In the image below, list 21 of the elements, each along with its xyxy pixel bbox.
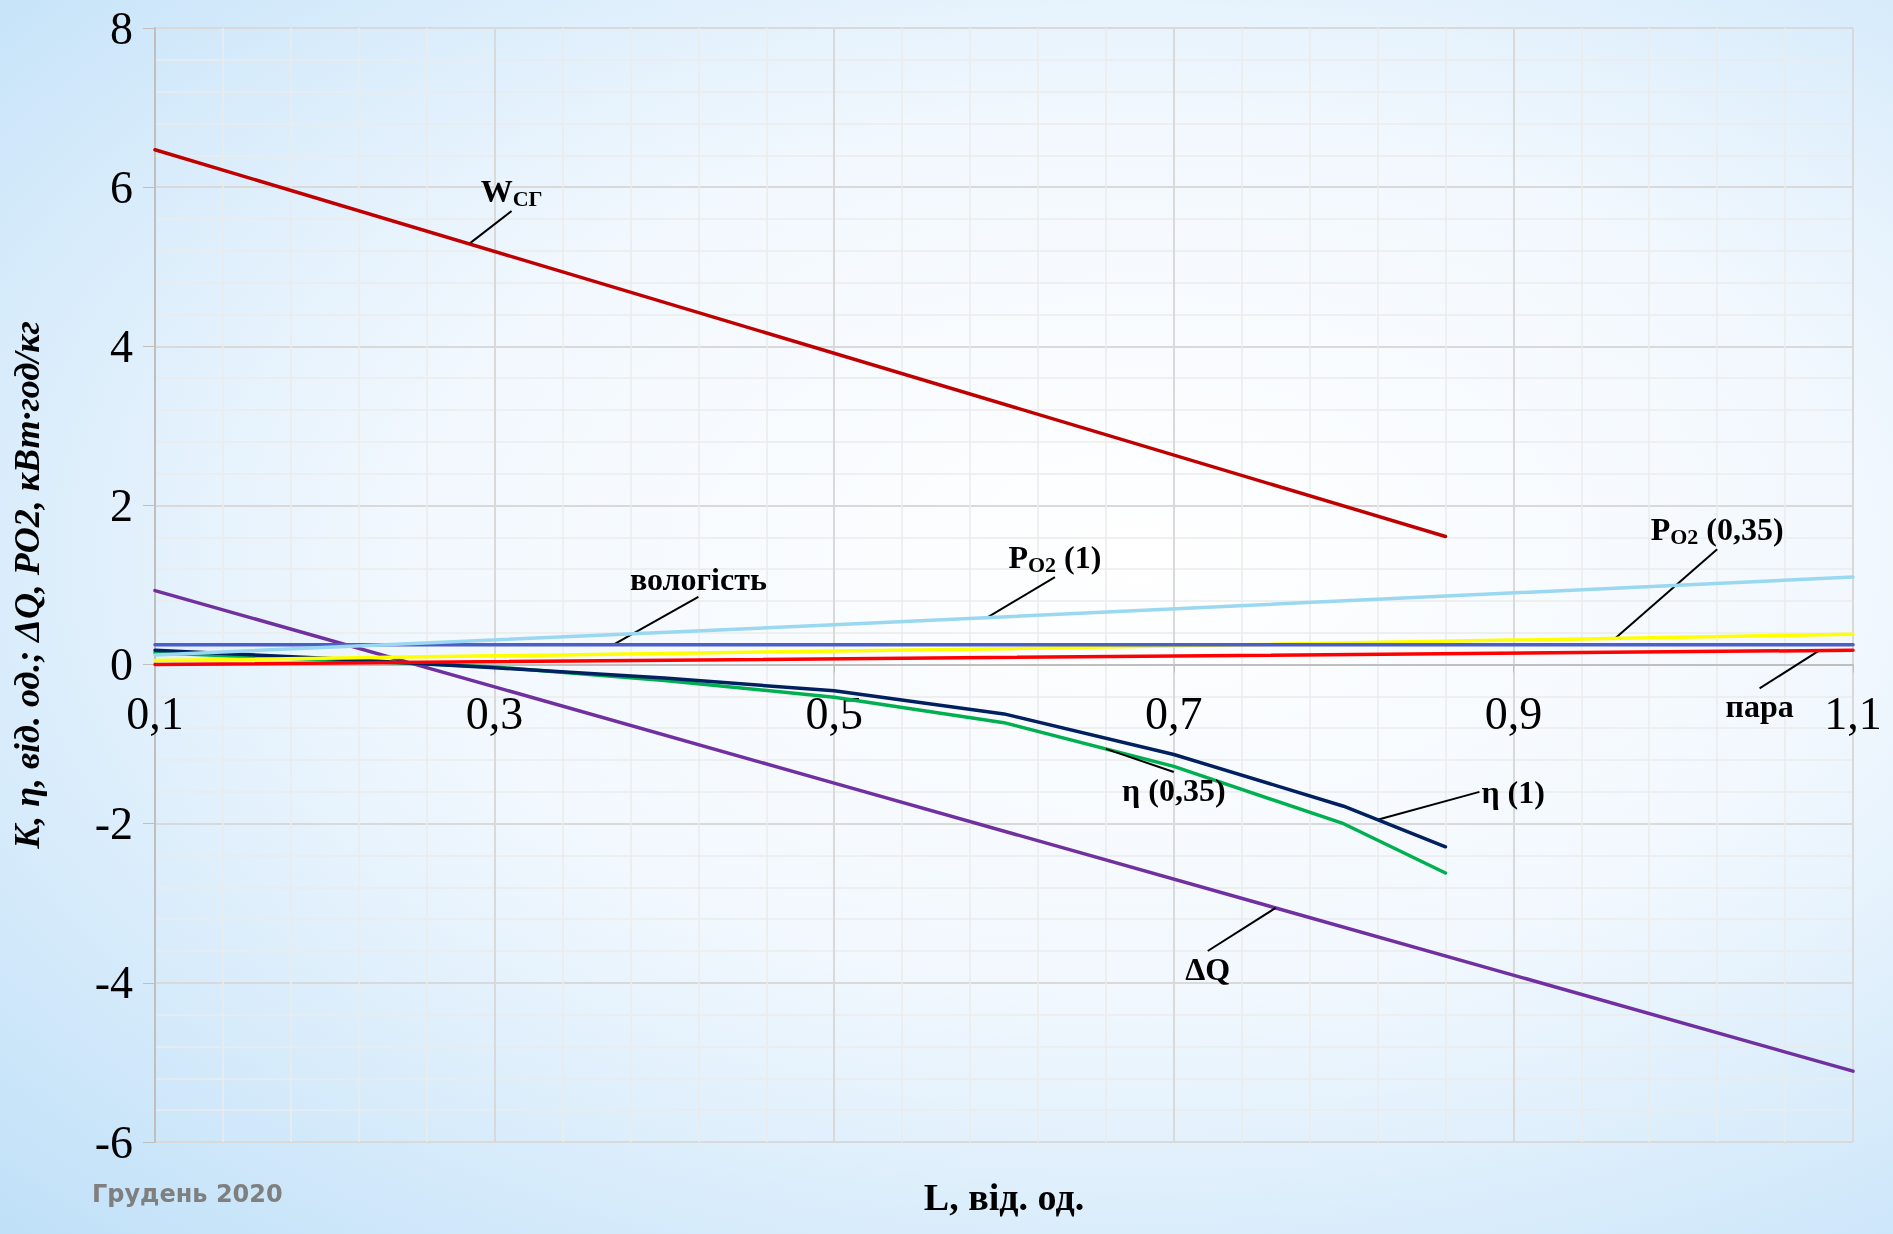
series-label: пара <box>1725 688 1794 725</box>
x-axis-title: L, від. од. <box>923 1176 1085 1218</box>
series-label: η (1) <box>1481 773 1545 810</box>
y-tick-label: -4 <box>94 957 133 1009</box>
x-tick-label: 0,7 <box>1145 688 1203 740</box>
y-tick-label: -6 <box>94 1116 133 1168</box>
text: Грудень 2020 <box>92 1180 283 1208</box>
y-tick-label: -2 <box>94 798 133 850</box>
series-label: η (0,35) <box>1122 771 1226 808</box>
y-tick-label: 8 <box>110 2 133 54</box>
x-tick-label: 0,1 <box>126 688 184 740</box>
series-label: ΔQ <box>1185 951 1231 988</box>
y-axis-title: K, η, від. од.; ΔQ, PO2, кВт·год/кг <box>7 321 47 850</box>
y-tick-label: 0 <box>110 639 133 691</box>
x-tick-label: 0,9 <box>1484 688 1543 740</box>
y-tick-label: 4 <box>110 320 133 372</box>
x-tick-label: 0,3 <box>465 688 524 740</box>
y-tick-label: 6 <box>110 161 133 213</box>
x-tick-label: 1,1 <box>1824 688 1882 740</box>
y-tick-label: 2 <box>110 479 133 531</box>
series-label: вологість <box>629 560 767 597</box>
